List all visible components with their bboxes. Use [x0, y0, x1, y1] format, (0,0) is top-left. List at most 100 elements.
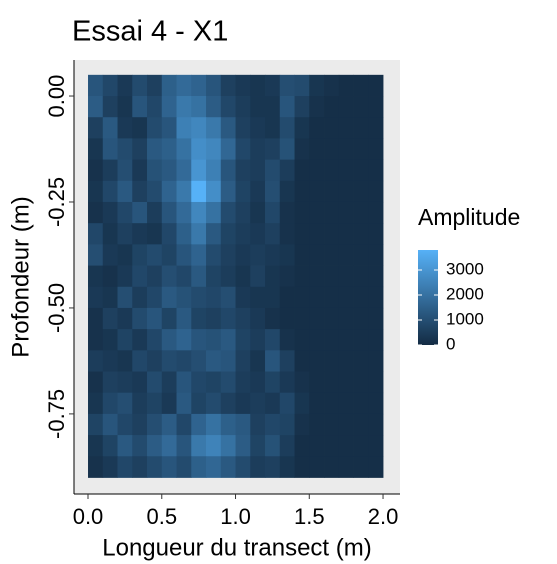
- heatmap-cell: [250, 201, 266, 224]
- heatmap-cell: [220, 329, 236, 351]
- heatmap-cell: [176, 307, 192, 330]
- heatmap-cell: [250, 244, 266, 266]
- heatmap-cell: [206, 117, 222, 139]
- heatmap-cell: [309, 435, 325, 457]
- chart-title: Essai 4 - X1: [72, 16, 228, 48]
- heatmap-cell: [88, 159, 104, 182]
- heatmap-cell: [88, 265, 104, 288]
- heatmap-cell: [206, 435, 222, 457]
- heatmap-cell: [206, 74, 222, 97]
- heatmap-cell: [294, 413, 310, 436]
- heatmap-cell: [102, 138, 118, 160]
- heatmap-cell: [309, 74, 325, 97]
- heatmap-cell: [279, 329, 295, 351]
- heatmap-cell: [147, 180, 163, 203]
- heatmap-cell: [161, 350, 177, 372]
- heatmap-cell: [250, 159, 266, 182]
- heatmap-cell: [161, 201, 177, 224]
- heatmap-cell: [147, 265, 163, 288]
- heatmap-cell: [132, 180, 148, 203]
- heatmap-cell: [161, 117, 177, 139]
- heatmap-cell: [191, 74, 207, 97]
- heatmap-cell: [279, 413, 295, 436]
- heatmap-cell: [338, 413, 354, 436]
- heatmap-cell: [102, 180, 118, 203]
- heatmap-cell: [147, 159, 163, 182]
- heatmap-cell: [220, 371, 236, 394]
- heatmap-cell: [117, 456, 133, 478]
- colorbar-label: 3000: [446, 259, 484, 278]
- heatmap-cell: [206, 201, 222, 224]
- heatmap-cell: [147, 286, 163, 309]
- heatmap-cell: [235, 435, 251, 457]
- heatmap-cell: [368, 371, 384, 394]
- heatmap-cell: [250, 223, 266, 245]
- heatmap-cell: [132, 201, 148, 224]
- heatmap-cell: [147, 244, 163, 266]
- heatmap-cell: [279, 456, 295, 478]
- heatmap-cell: [102, 117, 118, 139]
- heatmap-cell: [88, 96, 104, 118]
- heatmap-cell: [338, 329, 354, 351]
- heatmap-cell: [102, 456, 118, 478]
- heatmap-cell: [176, 223, 192, 245]
- heatmap-cell: [147, 117, 163, 139]
- heatmap-cell: [147, 307, 163, 330]
- heatmap-cell: [279, 96, 295, 118]
- heatmap-cell: [220, 413, 236, 436]
- heatmap-cell: [265, 96, 281, 118]
- heatmap-cell: [147, 74, 163, 97]
- heatmap-cell: [147, 138, 163, 160]
- heatmap-cell: [338, 456, 354, 478]
- heatmap-cell: [88, 350, 104, 372]
- heatmap-cell: [294, 96, 310, 118]
- heatmap-cell: [191, 456, 207, 478]
- heatmap-cell: [191, 371, 207, 394]
- heatmap-cell: [338, 307, 354, 330]
- heatmap-cell: [102, 435, 118, 457]
- heatmap-cell: [147, 96, 163, 118]
- heatmap-cell: [176, 371, 192, 394]
- heatmap-cell: [220, 392, 236, 415]
- heatmap-cell: [235, 96, 251, 118]
- heatmap-cell: [117, 350, 133, 372]
- heatmap-cell: [294, 435, 310, 457]
- heatmap-cell: [353, 456, 369, 478]
- heatmap-cell: [220, 223, 236, 245]
- heatmap-cell: [235, 456, 251, 478]
- heatmap-cell: [206, 244, 222, 266]
- heatmap-cell: [235, 117, 251, 139]
- heatmap-cell: [324, 201, 340, 224]
- heatmap-cell: [132, 456, 148, 478]
- heatmap-cell: [161, 286, 177, 309]
- heatmap-cell: [250, 74, 266, 97]
- heatmap-cell: [250, 96, 266, 118]
- heatmap-cell: [161, 159, 177, 182]
- heatmap-cell: [88, 329, 104, 351]
- heatmap-cell: [176, 96, 192, 118]
- heatmap-cell: [102, 413, 118, 436]
- heatmap-cell: [338, 392, 354, 415]
- heatmap-cell: [368, 223, 384, 245]
- heatmap-cell: [161, 435, 177, 457]
- legend-title: Amplitude: [418, 204, 520, 230]
- heatmap-cell: [279, 117, 295, 139]
- heatmap-cell: [265, 117, 281, 139]
- heatmap-cell: [309, 223, 325, 245]
- heatmap-cell: [309, 265, 325, 288]
- heatmap-cell: [368, 244, 384, 266]
- heatmap-cell: [206, 392, 222, 415]
- heatmap-cell: [220, 435, 236, 457]
- heatmap-cell: [368, 413, 384, 436]
- heatmap-cell: [353, 74, 369, 97]
- heatmap-cell: [220, 159, 236, 182]
- x-tick-label: 1.0: [220, 504, 251, 529]
- heatmap-cell: [265, 413, 281, 436]
- heatmap-cell: [309, 201, 325, 224]
- heatmap-cell: [235, 138, 251, 160]
- heatmap-cell: [353, 96, 369, 118]
- heatmap-cell: [338, 286, 354, 309]
- heatmap-cell: [353, 244, 369, 266]
- heatmap-cell: [191, 96, 207, 118]
- heatmap-cell: [279, 180, 295, 203]
